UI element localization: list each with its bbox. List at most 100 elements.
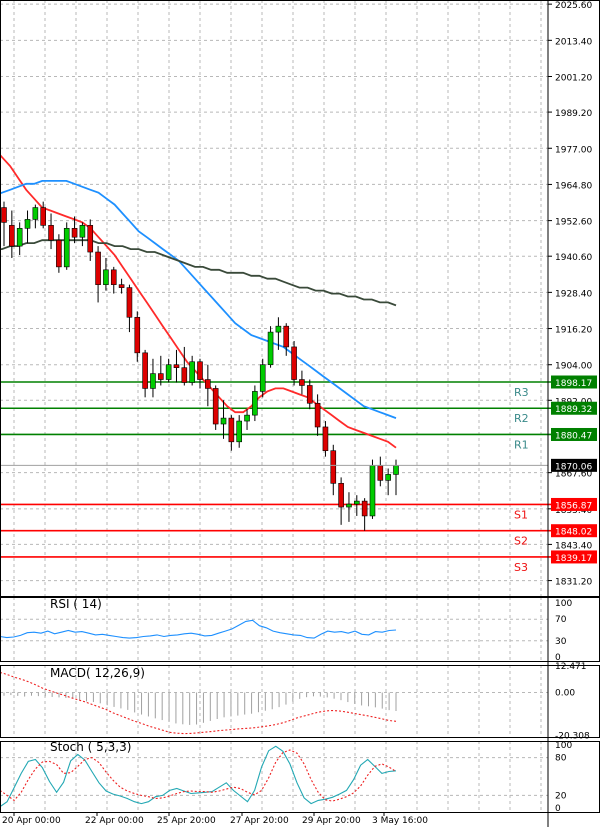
price-tick-label: 1989.20 [555, 109, 592, 119]
price-axis: 2025.60 2013.40 2001.20 1989.20 1977.00 1964.… [548, 1, 597, 814]
level-name-s1: S1 [514, 508, 528, 521]
level-name-r1: R1 [514, 438, 529, 451]
time-tick-label: 20 Apr 00:00 [2, 816, 61, 826]
time-tick-label: 3 May 16:00 [372, 816, 428, 826]
candle-bearish [40, 207, 47, 226]
candle-bearish [377, 465, 384, 481]
price-tick-label: 2001.20 [555, 74, 592, 84]
level-name-r3: R3 [514, 386, 529, 399]
rsi-line [0, 619, 397, 639]
price-tick-label: 1977.00 [555, 145, 592, 155]
macd-tick-label: 12.471 [555, 662, 587, 672]
candle-bearish [87, 225, 94, 253]
moving-averages [0, 153, 397, 449]
candle-bearish [314, 402, 321, 428]
price-tick-label: 1904.00 [555, 362, 592, 372]
candle-bearish [205, 379, 211, 389]
current-price-box [551, 458, 597, 472]
macd-tick-label: 0.00 [555, 689, 575, 699]
stoch-d-line [0, 749, 397, 802]
candle-bearish [110, 269, 117, 285]
macd-signal-line [0, 671, 397, 735]
candle-bearish [338, 483, 344, 508]
candle-bullish [275, 325, 282, 333]
candle-bearish [118, 284, 125, 288]
candle-bearish [126, 287, 133, 318]
candle-bearish [283, 325, 290, 348]
level-price-box [551, 550, 597, 564]
price-tick-label: 1843.40 [555, 541, 592, 551]
level-price-box [551, 427, 597, 441]
level-name-r2: R2 [514, 412, 529, 425]
candle-bearish [322, 426, 329, 452]
candle-bearish [228, 417, 235, 443]
candle-bearish [299, 379, 305, 386]
stoch-label: Stoch ( 5,3,3) [50, 740, 131, 754]
candle-bearish [142, 352, 148, 389]
rsi-tick-label: 70 [555, 615, 567, 625]
level-price-label: 1839.17 [555, 554, 592, 564]
candle-bullish [79, 225, 86, 238]
rsi-label: RSI ( 14) [50, 597, 102, 611]
stoch-panel: Stoch ( 5,3,3) [0, 740, 548, 808]
candle-bearish [9, 225, 15, 247]
time-tick-label: 29 Apr 20:00 [302, 816, 361, 826]
candle-bearish [48, 225, 54, 241]
current-price-label: 1870.06 [555, 462, 592, 472]
price-tick-label: 2025.60 [555, 1, 592, 11]
price-tick-label: 1952.60 [555, 218, 592, 228]
candle-bullish [393, 465, 399, 475]
price-tick-label: 1867.60 [555, 470, 592, 480]
rsi-tick-label: 100 [555, 599, 572, 609]
candle-bullish [385, 474, 391, 481]
stoch-tick-label: 100 [555, 741, 572, 751]
candle-bearish [330, 450, 337, 484]
price-tick-label: 1964.80 [555, 181, 592, 191]
candle-bullish [32, 207, 39, 220]
level-price-box [551, 375, 597, 389]
candle-bullish [346, 503, 352, 508]
candle-bullish [244, 414, 250, 422]
candle-bearish [173, 364, 180, 368]
time-tick-label: 27 Apr 20:00 [230, 816, 289, 826]
candle-bullish [252, 391, 258, 416]
candle-bearish [1, 207, 7, 223]
macd-tick-label: -20.308 [555, 732, 590, 742]
level-name-s3: S3 [514, 561, 528, 574]
candle-bullish [24, 219, 31, 229]
candle-bearish [181, 367, 188, 383]
price-tick-label: 1928.40 [555, 289, 592, 299]
candle-bearish [306, 385, 313, 404]
level-price-label: 1880.47 [555, 431, 592, 441]
candle-bearish [158, 373, 164, 380]
level-price-label: 1889.32 [555, 405, 592, 415]
candles [0, 201, 548, 531]
rsi-tick-label: 30 [555, 637, 567, 647]
level-price-label: 1856.87 [555, 501, 592, 511]
level-price-label: 1898.17 [555, 379, 592, 389]
candle-bearish [361, 500, 368, 517]
price-tick-label: 2013.40 [555, 37, 592, 47]
level-price-box [551, 497, 597, 511]
candle-bullish [150, 373, 156, 389]
level-price-box [551, 524, 597, 538]
stoch-tick-label: 80 [555, 754, 567, 764]
candle-bullish [63, 228, 70, 268]
time-axis: 20 Apr 00:00 22 Apr 00:00 25 Apr 20:00 27 A… [2, 812, 428, 826]
candle-bullish [103, 269, 109, 285]
candle-bullish [353, 500, 360, 505]
level-name-s2: S2 [514, 535, 528, 548]
price-tick-label: 1916.20 [555, 326, 592, 336]
time-tick-label: 22 Apr 00:00 [85, 816, 144, 826]
candle-bullish [259, 364, 266, 392]
candle-bullish [369, 465, 376, 517]
candle-bearish [197, 361, 203, 380]
stoch-tick-label: 20 [555, 791, 567, 801]
rsi-panel: RSI ( 14) [0, 597, 548, 642]
price-tick-label: 1831.20 [555, 578, 592, 588]
stoch-tick-label: 0 [555, 804, 561, 814]
time-tick-label: 25 Apr 20:00 [157, 816, 216, 826]
price-tick-label: 1940.60 [555, 253, 592, 263]
